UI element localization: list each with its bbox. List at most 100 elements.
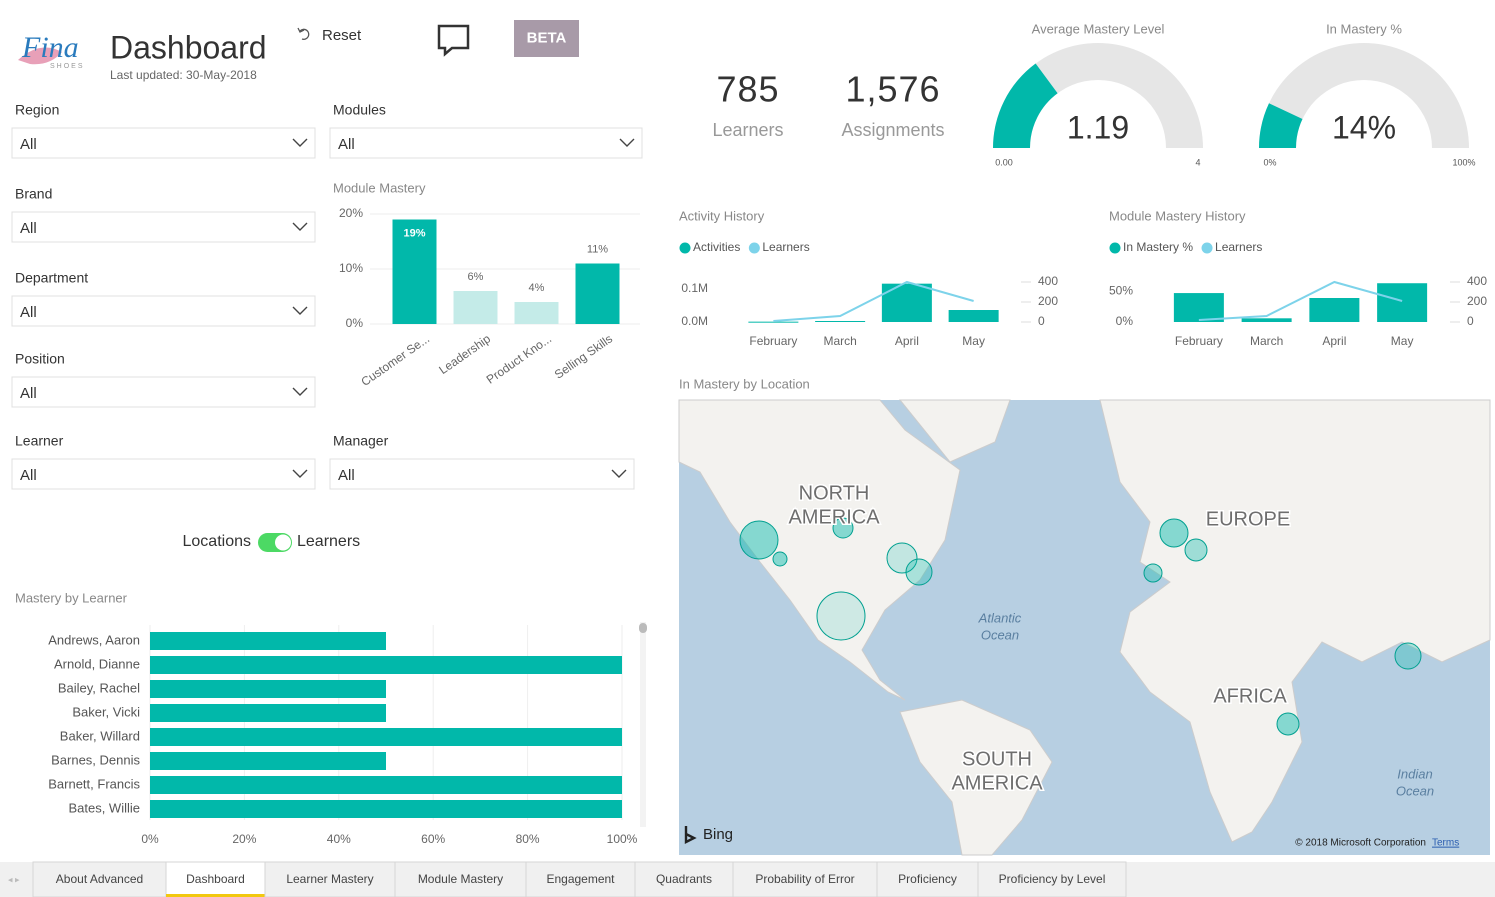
x-tick-label: Selling Skills bbox=[552, 332, 615, 382]
scrollbar-thumb[interactable] bbox=[639, 623, 647, 633]
land-eurasia-africa bbox=[1099, 399, 1491, 843]
x-tick-label: 20% bbox=[232, 832, 256, 846]
tab-label: Proficiency bbox=[898, 872, 957, 886]
x-tick-label: 80% bbox=[516, 832, 540, 846]
reset-button[interactable]: Reset bbox=[297, 27, 362, 44]
tab[interactable]: Dashboard bbox=[165, 861, 266, 897]
y-tick-label: 0% bbox=[1116, 314, 1134, 328]
map-label: AMERICA bbox=[788, 506, 880, 528]
y-tick-label: Arnold, Dianne bbox=[54, 656, 140, 671]
bubble[interactable] bbox=[1394, 642, 1422, 670]
toggle-switch[interactable] bbox=[258, 533, 292, 552]
tab[interactable]: Proficiency bbox=[876, 861, 979, 897]
tab-label: Probability of Error bbox=[755, 872, 854, 886]
tab-bg bbox=[977, 861, 1127, 897]
map-label: Ocean bbox=[1396, 783, 1434, 798]
legend-label: In Mastery % bbox=[1123, 240, 1193, 254]
tab-bg bbox=[876, 861, 979, 897]
map-terms[interactable]: Terms bbox=[1432, 838, 1459, 849]
bar bbox=[453, 291, 498, 324]
map-label: NORTH bbox=[799, 482, 870, 504]
reset-icon-arrow bbox=[297, 27, 305, 33]
bubble[interactable] bbox=[1143, 563, 1163, 583]
x-tick-label: March bbox=[1250, 334, 1283, 348]
bubble[interactable] bbox=[905, 558, 933, 586]
map-label: EUROPE bbox=[1206, 508, 1290, 530]
legend-label: Learners bbox=[762, 240, 809, 254]
dropdown[interactable]: All bbox=[11, 376, 316, 408]
bar bbox=[150, 752, 386, 770]
tab[interactable]: Learner Mastery bbox=[264, 861, 396, 897]
map-provider: Bing bbox=[703, 826, 733, 843]
y2-tick-label: 200 bbox=[1038, 294, 1058, 308]
bubble[interactable] bbox=[1159, 518, 1189, 548]
bubble[interactable] bbox=[832, 517, 854, 539]
filter-label: Department bbox=[15, 270, 88, 286]
dropdown[interactable]: All bbox=[329, 458, 635, 490]
dropdown[interactable]: All bbox=[329, 127, 643, 159]
y-tick-label: Bates, Willie bbox=[68, 800, 140, 815]
bubble[interactable] bbox=[816, 591, 866, 641]
y-tick-label: 0.1M bbox=[681, 281, 708, 295]
dropdown[interactable]: All bbox=[11, 127, 316, 159]
map-label: Ocean bbox=[981, 627, 1019, 642]
tab-scroll[interactable]: ◂ ▸ bbox=[8, 874, 20, 884]
bubble[interactable] bbox=[772, 551, 788, 567]
comment-button[interactable] bbox=[437, 24, 470, 57]
tab[interactable]: Probability of Error bbox=[732, 861, 878, 897]
bar bbox=[150, 704, 386, 722]
y-tick-label: Bailey, Rachel bbox=[58, 680, 140, 695]
tab[interactable]: About Advanced bbox=[32, 861, 167, 897]
tab[interactable]: Engagement bbox=[525, 861, 636, 897]
filter-label: Manager bbox=[333, 433, 389, 449]
y2-tick-label: 400 bbox=[1038, 274, 1058, 288]
y2-tick-label: 0 bbox=[1038, 314, 1045, 328]
tab-label: Learner Mastery bbox=[286, 872, 373, 886]
bubble[interactable] bbox=[1276, 712, 1300, 736]
gauge-max: 100% bbox=[1452, 157, 1475, 167]
x-tick-label: April bbox=[1322, 334, 1346, 348]
x-tick-label: February bbox=[749, 334, 797, 348]
x-tick-label: Leadership bbox=[436, 331, 493, 377]
tab[interactable]: Proficiency by Level bbox=[977, 861, 1127, 897]
x-tick-label: Customer Se... bbox=[358, 332, 432, 389]
map-title: In Mastery by Location bbox=[679, 376, 810, 391]
legend-marker bbox=[679, 242, 691, 254]
dropdown[interactable]: All bbox=[11, 211, 316, 243]
dropdown[interactable]: All bbox=[11, 295, 316, 327]
page-title: Dashboard bbox=[110, 29, 267, 65]
tab[interactable]: Quadrants bbox=[634, 861, 734, 897]
bar bbox=[514, 302, 559, 324]
tab[interactable]: Module Mastery bbox=[394, 861, 527, 897]
legend-label: Learners bbox=[1215, 240, 1262, 254]
beta-badge[interactable]: BETA bbox=[514, 20, 579, 57]
reset-label: Reset bbox=[322, 27, 362, 44]
chart-title: Module Mastery History bbox=[1109, 208, 1246, 223]
y-tick-label: Andrews, Aaron bbox=[48, 632, 140, 647]
logo-sub: SHOES bbox=[50, 63, 85, 70]
bubble[interactable] bbox=[886, 542, 918, 574]
map-label: Indian bbox=[1397, 766, 1432, 781]
bar bbox=[815, 321, 866, 322]
tab-bg bbox=[394, 861, 527, 897]
y-tick-label: 0% bbox=[346, 316, 364, 330]
dropdown-box bbox=[11, 295, 316, 327]
scrollbar[interactable] bbox=[640, 622, 646, 827]
map[interactable] bbox=[678, 399, 1491, 856]
tab-active-indicator bbox=[166, 894, 265, 897]
logo: Fina bbox=[21, 31, 79, 64]
dropdown-box bbox=[329, 127, 643, 159]
reset-icon bbox=[299, 28, 310, 40]
tab-bg bbox=[732, 861, 878, 897]
bubble[interactable] bbox=[1184, 538, 1208, 562]
x-tick-label: April bbox=[895, 334, 919, 348]
gauge-min: 0% bbox=[1263, 157, 1276, 167]
dropdown[interactable]: All bbox=[11, 458, 316, 490]
y2-tick-label: 400 bbox=[1467, 274, 1487, 288]
logo-swoosh bbox=[18, 47, 62, 65]
dropdown-chevron bbox=[292, 387, 308, 396]
map-label: Atlantic bbox=[978, 610, 1022, 625]
bubble[interactable] bbox=[739, 520, 779, 560]
